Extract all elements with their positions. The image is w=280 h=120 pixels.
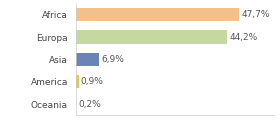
- Text: 0,9%: 0,9%: [81, 77, 104, 86]
- Text: 44,2%: 44,2%: [229, 33, 257, 42]
- Bar: [76, 75, 79, 88]
- Bar: [76, 8, 239, 21]
- Bar: [76, 53, 99, 66]
- Text: 47,7%: 47,7%: [241, 10, 270, 19]
- Bar: [76, 30, 227, 44]
- Text: 6,9%: 6,9%: [101, 55, 124, 64]
- Text: 0,2%: 0,2%: [78, 99, 101, 108]
